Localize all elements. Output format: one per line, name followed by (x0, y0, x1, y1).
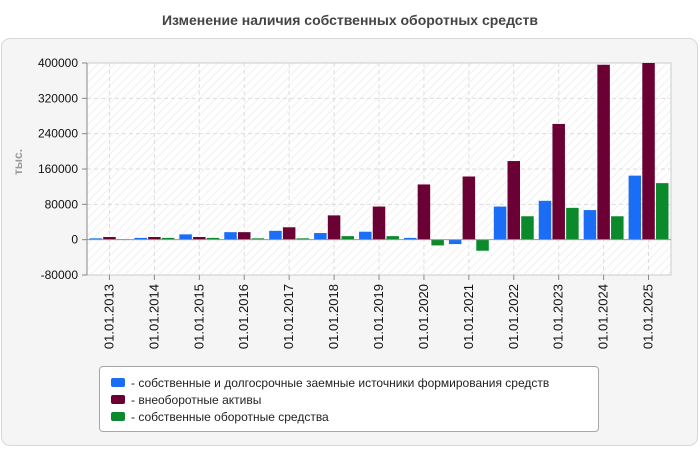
x-tick-label: 01.01.2024 (596, 284, 611, 349)
bar-series-2 (655, 183, 669, 240)
x-tick-label: 01.01.2019 (371, 284, 386, 349)
x-tick-label: 01.01.2017 (281, 284, 296, 349)
bar-series-1 (552, 123, 565, 240)
bar-series-2 (566, 207, 579, 240)
bar-series-2 (251, 238, 265, 240)
bar-series-0 (89, 238, 103, 240)
y-tick-label: 160000 (38, 162, 78, 176)
legend: - собственные и долгосрочные заемные ист… (99, 366, 599, 432)
legend-swatch-sources (111, 378, 125, 387)
bar-series-1 (507, 161, 521, 240)
y-axis-label: тыс. (11, 149, 25, 175)
bar-series-0 (224, 232, 237, 240)
bar-series-1 (372, 206, 386, 240)
y-tick-label: -80000 (41, 268, 79, 282)
chart-title: Изменение наличия собственных оборотных … (161, 12, 539, 28)
legend-item-working-capital: - собственные оборотные средства (111, 408, 598, 425)
bar-series-2 (521, 216, 534, 240)
bar-series-0 (583, 210, 597, 240)
bar-series-2 (341, 236, 355, 240)
y-tick-label: 240000 (38, 127, 78, 141)
bar-series-2 (206, 237, 220, 240)
bar-series-2 (431, 239, 444, 246)
x-tick-label: 01.01.2022 (506, 284, 521, 349)
bar-series-0 (493, 206, 507, 240)
bar-series-2 (476, 239, 489, 251)
bar-series-0 (269, 230, 282, 240)
x-tick-label: 01.01.2015 (191, 284, 206, 349)
bar-series-0 (628, 175, 642, 240)
bar-series-0 (359, 231, 372, 240)
bar-series-0 (314, 233, 327, 240)
bar-series-1 (193, 237, 206, 240)
bar-series-1 (417, 184, 431, 240)
legend-label-noncurrent-assets: - внеоборотные активы (131, 392, 262, 407)
y-tick-label: 80000 (45, 197, 79, 211)
legend-item-sources: - собственные и долгосрочные заемные ист… (111, 374, 598, 391)
bar-series-1 (597, 64, 610, 240)
bar-series-0 (403, 237, 417, 240)
y-tick-label: 0 (71, 233, 78, 247)
legend-swatch-working-capital (111, 412, 125, 421)
bar-series-1 (327, 215, 341, 240)
bar-series-2 (386, 236, 399, 240)
bar-series-1 (642, 63, 655, 240)
x-tick-label: 01.01.2021 (461, 284, 476, 349)
bar-series-0 (134, 237, 147, 240)
bar-series-2 (161, 237, 175, 240)
x-tick-label: 01.01.2016 (236, 284, 251, 349)
bar-series-2 (296, 238, 310, 240)
bar-series-0 (538, 200, 552, 240)
bar-series-1 (103, 237, 116, 240)
legend-label-working-capital: - собственные оборотные средства (131, 409, 329, 424)
bar-series-2 (611, 216, 624, 240)
bar-series-1 (462, 176, 476, 240)
bar-series-0 (179, 234, 192, 240)
x-tick-label: 01.01.2018 (326, 284, 341, 349)
x-tick-label: 01.01.2020 (416, 284, 431, 349)
y-tick-label: 320000 (38, 91, 78, 105)
legend-swatch-noncurrent-assets (111, 395, 125, 404)
legend-item-noncurrent-assets: - внеоборотные активы (111, 391, 598, 408)
x-tick-label: 01.01.2023 (551, 284, 566, 349)
x-tick-label: 01.01.2013 (101, 284, 116, 349)
legend-label-sources: - собственные и долгосрочные заемные ист… (131, 375, 550, 390)
y-tick-label: 400000 (38, 56, 78, 70)
bar-series-1 (237, 232, 251, 240)
x-tick-label: 01.01.2025 (641, 284, 656, 349)
bar-series-1 (148, 237, 161, 240)
bar-series-1 (282, 227, 296, 240)
bar-series-0 (448, 239, 462, 245)
x-tick-label: 01.01.2014 (146, 284, 161, 349)
